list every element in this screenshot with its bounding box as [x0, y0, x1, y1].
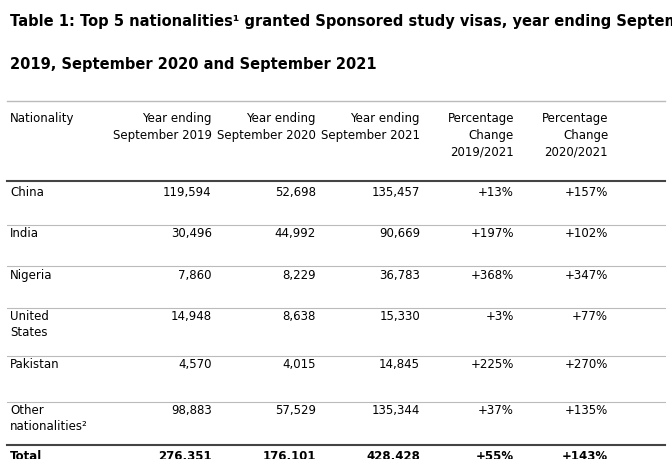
- Text: +347%: +347%: [564, 269, 608, 281]
- Text: 52,698: 52,698: [275, 186, 316, 199]
- Text: +3%: +3%: [486, 310, 514, 323]
- Text: +157%: +157%: [564, 186, 608, 199]
- Text: 8,638: 8,638: [282, 310, 316, 323]
- Text: Year ending
September 2020: Year ending September 2020: [217, 112, 316, 142]
- Text: 14,948: 14,948: [171, 310, 212, 323]
- Text: 7,860: 7,860: [178, 269, 212, 281]
- Text: 4,015: 4,015: [282, 358, 316, 371]
- Text: 15,330: 15,330: [379, 310, 420, 323]
- Text: 36,783: 36,783: [379, 269, 420, 281]
- Text: China: China: [10, 186, 44, 199]
- Text: +225%: +225%: [470, 358, 514, 371]
- Text: 135,457: 135,457: [372, 186, 420, 199]
- Text: Percentage
Change
2020/2021: Percentage Change 2020/2021: [542, 112, 608, 158]
- Text: 176,101: 176,101: [262, 450, 316, 459]
- Text: +368%: +368%: [471, 269, 514, 281]
- Text: 4,570: 4,570: [178, 358, 212, 371]
- Text: 14,845: 14,845: [379, 358, 420, 371]
- Text: 57,529: 57,529: [275, 404, 316, 417]
- Text: +102%: +102%: [564, 227, 608, 240]
- Text: Pakistan: Pakistan: [10, 358, 60, 371]
- Text: 428,428: 428,428: [366, 450, 420, 459]
- Text: +197%: +197%: [470, 227, 514, 240]
- Text: 44,992: 44,992: [275, 227, 316, 240]
- Text: 276,351: 276,351: [158, 450, 212, 459]
- Text: 119,594: 119,594: [163, 186, 212, 199]
- Text: Table 1: Top 5 nationalities¹ granted Sponsored study visas, year ending Septemb: Table 1: Top 5 nationalities¹ granted Sp…: [10, 14, 672, 29]
- Text: +37%: +37%: [478, 404, 514, 417]
- Text: 90,669: 90,669: [379, 227, 420, 240]
- Text: Percentage
Change
2019/2021: Percentage Change 2019/2021: [448, 112, 514, 158]
- Text: 8,229: 8,229: [282, 269, 316, 281]
- Text: 30,496: 30,496: [171, 227, 212, 240]
- Text: +77%: +77%: [572, 310, 608, 323]
- Text: Other
nationalities²: Other nationalities²: [10, 404, 88, 433]
- Text: +55%: +55%: [476, 450, 514, 459]
- Text: +135%: +135%: [565, 404, 608, 417]
- Text: India: India: [10, 227, 39, 240]
- Text: +143%: +143%: [562, 450, 608, 459]
- Text: +13%: +13%: [478, 186, 514, 199]
- Text: Nationality: Nationality: [10, 112, 75, 125]
- Text: +270%: +270%: [564, 358, 608, 371]
- Text: Year ending
September 2021: Year ending September 2021: [321, 112, 420, 142]
- Text: 135,344: 135,344: [372, 404, 420, 417]
- Text: Nigeria: Nigeria: [10, 269, 52, 281]
- Text: United
States: United States: [10, 310, 49, 339]
- Text: 98,883: 98,883: [171, 404, 212, 417]
- Text: Total: Total: [10, 450, 42, 459]
- Text: Year ending
September 2019: Year ending September 2019: [113, 112, 212, 142]
- Text: 2019, September 2020 and September 2021: 2019, September 2020 and September 2021: [10, 57, 377, 73]
